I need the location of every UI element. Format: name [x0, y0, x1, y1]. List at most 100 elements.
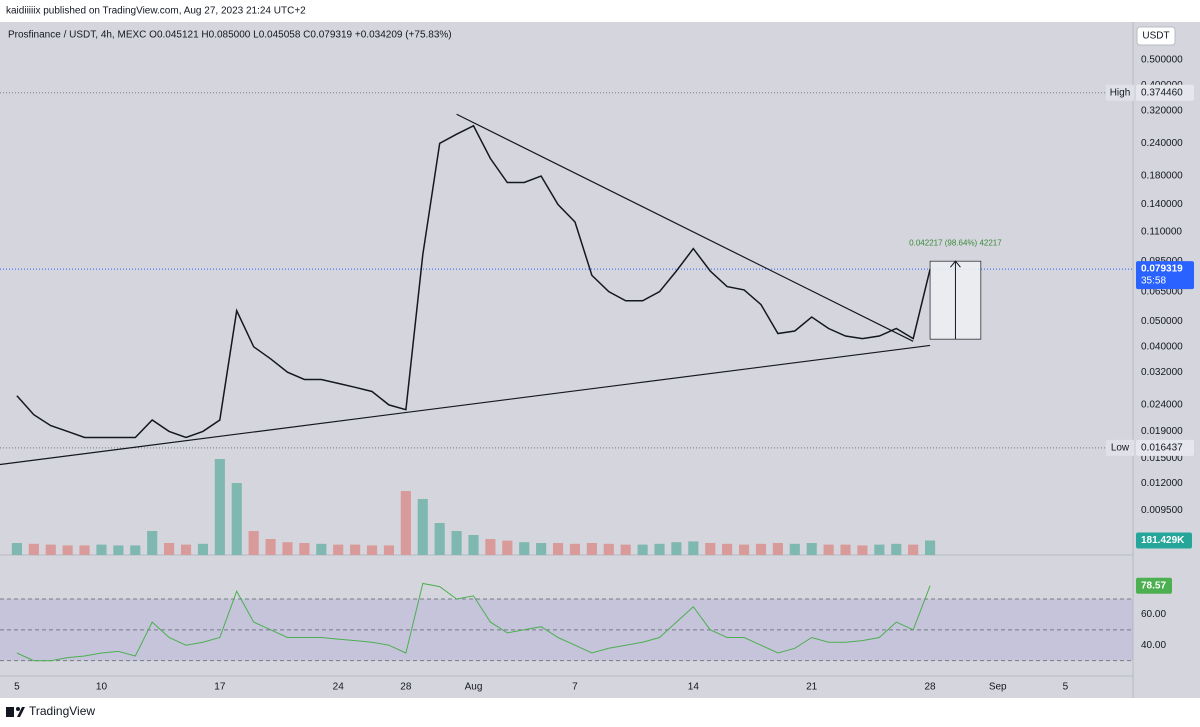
x-tick-label: 28	[400, 682, 412, 693]
x-tick-label: 5	[14, 682, 20, 693]
volume-bar	[451, 531, 462, 555]
x-tick-label: Sep	[989, 682, 1007, 693]
trendline	[0, 344, 931, 466]
y-tick-label: 0.019000	[1141, 426, 1183, 437]
countdown: 35:58	[1141, 276, 1166, 287]
y-tick-label: 0.032000	[1141, 367, 1183, 378]
volume-bar	[350, 544, 361, 555]
volume-bar	[231, 483, 242, 555]
volume-bar	[874, 544, 885, 555]
x-tick-label: 14	[688, 682, 700, 693]
volume-bar	[485, 539, 496, 555]
volume-bar	[248, 531, 259, 555]
volume-bar	[333, 544, 344, 555]
y-tick-label: 0.040000	[1141, 341, 1183, 352]
volume-bar	[417, 499, 428, 555]
rsi-line	[16, 582, 931, 662]
volume-bar	[299, 543, 310, 555]
y-tick-label: 0.140000	[1141, 199, 1183, 210]
volume-bar	[823, 544, 834, 555]
volume-label-box	[1136, 532, 1192, 549]
y-tick-label: 0.015000	[1141, 453, 1183, 464]
volume-bar	[164, 543, 175, 555]
y-tick-label: 0.240000	[1141, 138, 1183, 149]
volume-bar	[620, 544, 631, 555]
rsi-label: 78.57	[1141, 580, 1166, 591]
volume-bar	[214, 459, 225, 555]
volume-bar	[282, 542, 293, 555]
measure-arrowhead	[950, 260, 961, 268]
legend: Prosfinance / USDT, 4h, MEXC O0.045121 H…	[8, 30, 452, 41]
logo-mark	[6, 707, 14, 717]
currency-box[interactable]	[1136, 26, 1176, 46]
volume-bar	[772, 543, 783, 555]
currency[interactable]: USDT	[1142, 31, 1169, 42]
rsi-tick-label: 60.00	[1141, 609, 1166, 620]
x-tick-label: 7	[572, 682, 578, 693]
y-tick-label: 0.065000	[1141, 286, 1183, 297]
low-value-label: 0.016437	[1141, 442, 1183, 453]
volume-bar	[806, 543, 817, 555]
x-tick-label: Aug	[465, 682, 483, 693]
x-tick-label: 24	[333, 682, 345, 693]
volume-bar	[197, 543, 208, 555]
volume-bar	[434, 523, 445, 555]
rsi-label-box	[1136, 577, 1172, 594]
volume-bar	[569, 543, 581, 555]
volume-bar	[840, 544, 851, 555]
x-tick-label: 21	[806, 682, 818, 693]
y-tick-label: 0.009500	[1141, 505, 1183, 516]
volume-bar	[11, 543, 22, 555]
volume-bar	[654, 543, 665, 555]
volume-bar	[519, 542, 530, 555]
high-value-label: 0.374460	[1141, 87, 1183, 98]
rsi-tick-label: 40.00	[1141, 640, 1166, 651]
volume-bar	[755, 543, 767, 555]
y-tick-label: 0.180000	[1141, 171, 1183, 182]
volume-bar	[28, 543, 39, 555]
volume-bar	[113, 545, 124, 555]
volume-bar	[536, 543, 547, 555]
volume-bar	[265, 539, 276, 555]
logo-dot	[16, 707, 20, 711]
volume-bar	[502, 540, 513, 555]
volume-bar	[908, 544, 919, 555]
price-line	[16, 124, 931, 439]
x-tick-label: 28	[925, 682, 937, 693]
volume-bar	[722, 543, 733, 555]
volume-bar	[789, 543, 800, 555]
y-tick-label: 0.320000	[1141, 105, 1183, 116]
volume-bar	[147, 531, 158, 555]
low-tag-label: Low	[1111, 442, 1130, 453]
y-tick-label: 0.110000	[1141, 227, 1182, 238]
volume-bar	[400, 491, 411, 555]
measure-label: 0.042217 (98.64%) 42217	[909, 238, 1002, 247]
trendline	[456, 113, 914, 342]
y-tick-label: 0.050000	[1141, 316, 1183, 327]
volume-bar	[738, 544, 750, 555]
high-tag	[1106, 84, 1134, 101]
volume-bar	[96, 544, 107, 555]
x-tick-label: 5	[1063, 682, 1069, 693]
logo	[6, 707, 25, 717]
y-tick-label: 0.012000	[1141, 478, 1183, 489]
x-tick-label: 10	[96, 682, 108, 693]
volume-bar	[316, 543, 327, 555]
volume-bar	[468, 535, 479, 555]
last-price-box	[1136, 261, 1194, 290]
volume-bar	[637, 544, 648, 555]
logo-slash	[17, 707, 25, 717]
high-tag-label: High	[1110, 87, 1131, 98]
volume-bar	[62, 545, 73, 555]
volume-bar	[688, 541, 699, 555]
volume-bar	[891, 543, 902, 555]
volume-bar	[79, 545, 90, 555]
x-tick-label: 17	[214, 682, 226, 693]
chart-area	[0, 22, 1200, 698]
volume-bar	[586, 543, 597, 555]
volume-label: 181.429K	[1141, 535, 1185, 546]
price-label-box	[1136, 439, 1194, 456]
byline: kaidiiiiix published on TradingView.com,…	[6, 6, 306, 17]
volume-bar	[366, 545, 378, 555]
